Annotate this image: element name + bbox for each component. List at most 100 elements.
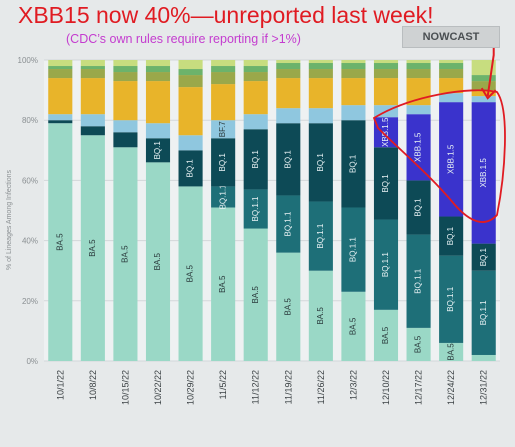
bar-segment-BQ.1.1	[211, 186, 236, 208]
bar-segment-BF.7	[471, 96, 496, 103]
segment-label: XBB.1.5	[381, 117, 390, 147]
bar-segment-BF.7	[439, 93, 464, 103]
bar-11/12/22: BA.5 BQ.1.1 BQ.1	[243, 60, 268, 361]
annotation-headline: XBB15 now 40%—unreported last week!	[18, 2, 434, 28]
x-tick-label: 12/17/22	[414, 370, 424, 405]
bar-segment-BQ.1.1	[439, 255, 464, 343]
bar-segment-BQ.1.1	[308, 201, 333, 271]
bar-segment-BF.7	[276, 108, 301, 124]
bar-segment-BQ.1	[80, 126, 105, 136]
bar-segment-other3	[341, 63, 366, 70]
bar-segment-BF.7	[145, 123, 171, 139]
bar-12/17/22: BA.5 BQ.1.1 BQ.1 XBB.1.5	[406, 60, 431, 361]
bar-segment-other3	[439, 63, 464, 70]
bar-11/5/22: BA.5 BQ.1.1 BQ.1 BF.7	[211, 60, 236, 361]
bar-segment-BA.5	[406, 327, 431, 361]
bar-segment-other1	[373, 78, 399, 106]
bar-segment-BF.7	[308, 108, 333, 124]
bar-segment-BF.7	[113, 120, 138, 133]
bar-segment-BA.5	[439, 342, 464, 361]
bar-segment-BF.7	[406, 105, 431, 115]
segment-label: BQ.1	[153, 141, 162, 160]
bar-12/3/22: BA.5 BQ.1.1 BQ.1	[341, 60, 366, 361]
bar-segment-BQ.1	[243, 129, 268, 190]
y-tick-labels: 0% 20% 40% 60% 80% 100%	[18, 56, 38, 366]
bar-segment-other2	[113, 72, 138, 82]
bar-segment-BF.7	[341, 105, 366, 121]
segment-label: BQ.1.1	[479, 300, 488, 325]
y-tick-label: 60%	[22, 176, 38, 185]
y-axis-label-container: % of Lineages Among Infections	[2, 90, 14, 350]
segment-label: XBB.1.5	[479, 158, 488, 188]
bar-segment-other4	[113, 60, 138, 67]
segment-label: BQ.1	[349, 154, 358, 173]
x-tick-labels: 10/1/22 10/8/22 10/15/22 10/22/22 10/29/22 11…	[55, 370, 488, 405]
bar-segment-BF.7	[80, 114, 105, 127]
segment-label: BQ.1.1	[283, 211, 292, 236]
bar-segment-BQ.1	[145, 138, 171, 163]
segment-label: BA.5	[316, 307, 325, 325]
bar-segment-other1	[243, 81, 268, 115]
bar-segment-other4	[80, 60, 105, 67]
segment-label: BQ.1.1	[446, 286, 455, 311]
nowcast-button[interactable]: NOWCAST	[402, 26, 500, 48]
bar-segment-other2	[471, 81, 496, 91]
annotation-circle	[372, 89, 506, 223]
bar-segment-BQ.1	[48, 120, 73, 124]
segment-label: BA.5	[218, 275, 227, 293]
bar-segment-BA.5	[211, 207, 236, 361]
segment-label: BQ.1	[186, 159, 195, 178]
bar-segment-other4	[178, 60, 203, 70]
segment-label: XBB.1.5	[414, 132, 423, 162]
segment-label: BA.5	[414, 335, 423, 353]
segment-label: BQ.1	[218, 153, 227, 172]
bar-segment-other1	[439, 78, 464, 94]
x-tick-label: 10/15/22	[120, 370, 130, 405]
bar-segment-BA.5	[276, 252, 301, 361]
bar-segment-BA.5	[243, 228, 268, 361]
bar-10/22/22: BA.5 BQ.1	[145, 60, 171, 361]
bar-segment-BF.7	[178, 135, 203, 151]
segment-label: XBB.1.5	[446, 144, 455, 174]
segment-label: BQ.1	[251, 150, 260, 169]
segment-label: BQ.1	[381, 174, 390, 193]
bar-segment-XBB.1.5	[406, 114, 431, 181]
bar-segment-BA.5	[341, 291, 366, 361]
segment-label: BQ.1	[316, 153, 325, 172]
segment-label: BQ.1.1	[349, 237, 358, 262]
bar-segment-other2	[80, 69, 105, 79]
bar-segment-BQ.1.1	[471, 270, 496, 355]
segment-label: BQ.1.1	[316, 223, 325, 248]
segment-label: BA.5	[153, 252, 162, 270]
bar-segment-XBB.1.5	[439, 102, 464, 217]
bar-10/29/22: BA.5 BQ.1	[178, 60, 203, 361]
bar-segment-BQ.1	[308, 123, 333, 202]
bar-segment-BF.7	[48, 114, 73, 121]
bar-segment-other1	[308, 78, 333, 109]
bar-segment-BQ.1	[471, 243, 496, 271]
bar-segment-other1	[341, 78, 366, 106]
bar-segment-other4	[211, 60, 236, 67]
segment-label: BA.5	[283, 298, 292, 316]
y-tick-label: 0%	[26, 357, 38, 366]
bar-segment-other4	[406, 60, 431, 64]
bar-segment-other3	[406, 63, 431, 70]
y-tick-label: 80%	[22, 116, 38, 125]
bar-segment-BA.5	[178, 186, 203, 361]
bar-segment-other1	[145, 81, 171, 124]
bar-segment-BQ.1.1	[243, 189, 268, 229]
bar-segment-BF.7	[243, 114, 268, 130]
bar-segment-other2	[243, 72, 268, 82]
bar-segment-other3	[243, 66, 268, 73]
segment-label: BQ.1.1	[381, 252, 390, 277]
bar-segment-other3	[471, 75, 496, 82]
segment-label: BF.7	[218, 121, 227, 138]
bar-12/31/22: BQ.1.1 BQ.1 XBB.1.5	[471, 60, 496, 361]
bar-segment-other2	[211, 72, 236, 85]
bar-segment-BQ.1	[406, 180, 431, 235]
bar-segment-other2	[308, 69, 333, 79]
x-tick-label: 11/5/22	[218, 370, 228, 399]
x-tick-label: 11/19/22	[283, 370, 293, 404]
x-tick-label: 12/3/22	[348, 370, 358, 400]
